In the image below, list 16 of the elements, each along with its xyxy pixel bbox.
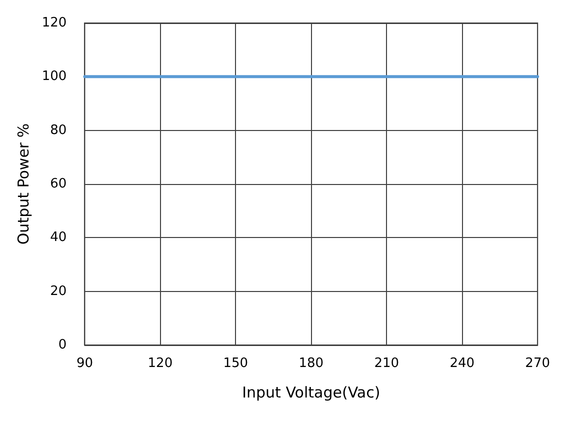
x-axis-title: Input Voltage(Vac) <box>242 384 380 402</box>
x-tick-label: 270 <box>525 356 550 371</box>
y-tick-label: 60 <box>50 176 67 192</box>
x-tick-label: 150 <box>223 356 248 371</box>
x-tick-label: 210 <box>374 356 400 371</box>
y-tick-label: 80 <box>50 122 67 138</box>
y-tick-label: 20 <box>50 284 67 299</box>
y-tick-label: 40 <box>50 230 67 246</box>
x-tick-label: 180 <box>298 356 324 371</box>
x-tick-label: 90 <box>76 356 93 371</box>
y-tick-label: 100 <box>42 69 67 84</box>
y-tick-label: 120 <box>42 16 67 30</box>
x-tick-label: 240 <box>450 356 475 371</box>
y-axis-title: Output Power % <box>14 123 32 245</box>
y-tick-label: 0 <box>58 338 67 352</box>
x-tick-label: 120 <box>148 356 173 371</box>
